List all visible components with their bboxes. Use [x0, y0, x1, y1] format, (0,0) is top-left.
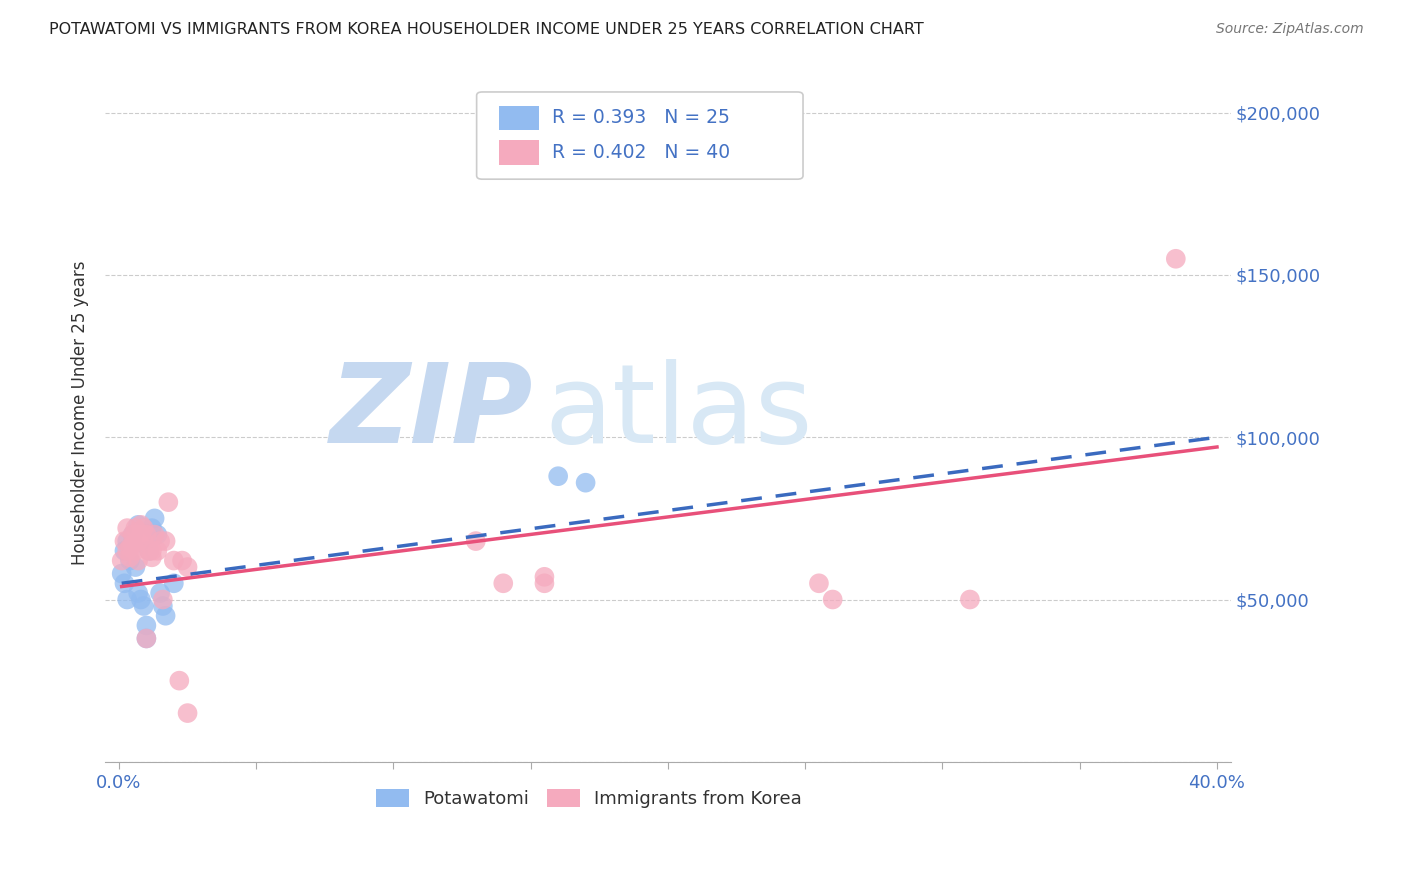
Point — [118, 550, 141, 565]
Point — [135, 618, 157, 632]
Point — [138, 544, 160, 558]
Point — [118, 541, 141, 555]
Point — [121, 527, 143, 541]
Point — [124, 521, 146, 535]
Point — [124, 560, 146, 574]
Point — [492, 576, 515, 591]
Point — [176, 706, 198, 720]
Point — [115, 544, 138, 558]
Point — [157, 495, 180, 509]
Point — [152, 592, 174, 607]
Point — [115, 521, 138, 535]
Point — [129, 517, 152, 532]
Point — [807, 576, 830, 591]
Point — [152, 599, 174, 613]
Text: POTAWATOMI VS IMMIGRANTS FROM KOREA HOUSEHOLDER INCOME UNDER 25 YEARS CORRELATIO: POTAWATOMI VS IMMIGRANTS FROM KOREA HOUS… — [49, 22, 924, 37]
Point — [121, 537, 143, 551]
Point — [112, 534, 135, 549]
Text: R = 0.402   N = 40: R = 0.402 N = 40 — [553, 144, 730, 162]
Y-axis label: Householder Income Under 25 years: Householder Income Under 25 years — [72, 260, 89, 566]
Point — [138, 544, 160, 558]
Text: ZIP: ZIP — [329, 359, 533, 467]
Point — [464, 534, 486, 549]
Point — [163, 576, 186, 591]
Point — [127, 553, 149, 567]
Bar — [499, 140, 538, 165]
Point — [132, 599, 155, 613]
Point — [163, 553, 186, 567]
Point — [135, 632, 157, 646]
Point — [111, 566, 134, 581]
Point — [149, 586, 172, 600]
Point — [155, 534, 177, 549]
Point — [143, 527, 166, 541]
Bar — [499, 105, 538, 130]
Point — [821, 592, 844, 607]
Point — [124, 544, 146, 558]
Point — [143, 511, 166, 525]
Text: Source: ZipAtlas.com: Source: ZipAtlas.com — [1216, 22, 1364, 37]
Point — [111, 553, 134, 567]
Point — [170, 553, 193, 567]
Point — [176, 560, 198, 574]
Point — [141, 521, 163, 535]
Point — [155, 608, 177, 623]
Point — [118, 553, 141, 567]
Point — [121, 537, 143, 551]
Point — [127, 534, 149, 549]
Text: R = 0.393   N = 25: R = 0.393 N = 25 — [553, 108, 730, 128]
Point — [129, 592, 152, 607]
Point — [135, 527, 157, 541]
Point — [959, 592, 981, 607]
Point — [146, 527, 169, 541]
Legend: Potawatomi, Immigrants from Korea: Potawatomi, Immigrants from Korea — [370, 781, 810, 815]
Point — [127, 586, 149, 600]
FancyBboxPatch shape — [477, 92, 803, 179]
Point — [112, 576, 135, 591]
Point — [121, 527, 143, 541]
Point — [141, 544, 163, 558]
Text: atlas: atlas — [544, 359, 813, 467]
Point — [132, 521, 155, 535]
Point — [132, 534, 155, 549]
Point — [112, 544, 135, 558]
Point — [149, 534, 172, 549]
Point — [115, 534, 138, 549]
Point — [547, 469, 569, 483]
Point — [533, 576, 555, 591]
Point — [1164, 252, 1187, 266]
Point — [135, 632, 157, 646]
Point — [146, 544, 169, 558]
Point — [129, 527, 152, 541]
Point — [575, 475, 598, 490]
Point — [533, 570, 555, 584]
Point — [141, 550, 163, 565]
Point — [127, 517, 149, 532]
Point — [169, 673, 191, 688]
Point — [115, 592, 138, 607]
